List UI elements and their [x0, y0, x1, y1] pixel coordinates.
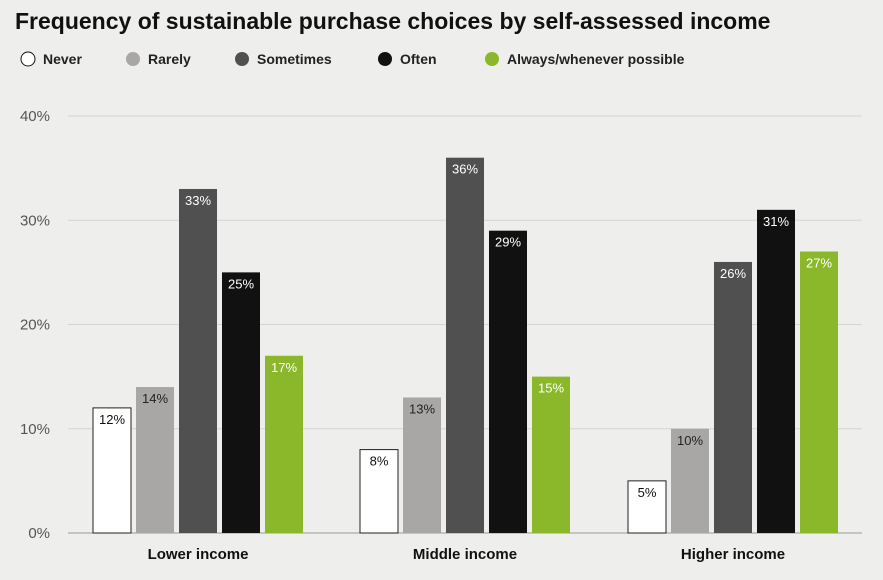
- legend-swatch: [485, 52, 499, 66]
- bar-always-whenever-possible-middle-income: [532, 376, 570, 533]
- legend-label: Always/whenever possible: [507, 51, 685, 67]
- bar-often-lower-income: [222, 272, 260, 533]
- bar-never-lower-income: [92, 407, 132, 534]
- bar-rarely-middle-income: [403, 397, 441, 533]
- bar-rarely-lower-income: [136, 387, 174, 533]
- bar-always-whenever-possible-higher-income: [800, 251, 838, 533]
- y-tick-label: 10%: [20, 421, 50, 438]
- legend-label: Sometimes: [257, 51, 332, 67]
- category-label-lower-income: Lower income: [148, 546, 249, 563]
- bar-sometimes-middle-income: [446, 157, 484, 533]
- bar-value-label: 27%: [806, 256, 832, 271]
- y-tick-label: 40%: [20, 108, 50, 125]
- bar-value-label: 36%: [452, 162, 478, 177]
- bar-value-label: 29%: [495, 235, 521, 250]
- category-label-higher-income: Higher income: [681, 546, 785, 563]
- x-axis: Lower income Middle income Higher income: [148, 546, 786, 563]
- bar-rarely-higher-income: [671, 428, 709, 533]
- legend-label: Never: [43, 51, 82, 67]
- bar-value-label: 12%: [99, 412, 125, 427]
- bar-value-label: 33%: [185, 193, 211, 208]
- chart-title: Frequency of sustainable purchase choice…: [15, 8, 770, 34]
- bar-value-label: 8%: [370, 454, 389, 469]
- bar-sometimes-lower-income: [179, 188, 217, 533]
- bar-value-label: 14%: [142, 391, 168, 406]
- bar-always-whenever-possible-lower-income: [265, 355, 303, 533]
- bars: 12% 14% 33% 25% 17% 8% 13% 36% 29% 15% 5% 10% 26% 31%…: [92, 157, 838, 534]
- bar-value-label: 13%: [409, 401, 435, 416]
- legend-swatch: [126, 52, 140, 66]
- legend-item-sometimes: Sometimes: [235, 51, 332, 67]
- bar-often-higher-income: [757, 209, 795, 533]
- legend: Never Rarely Sometimes Often Always/whenever…: [20, 51, 685, 67]
- bar-value-label: 17%: [271, 360, 297, 375]
- bar-often-middle-income: [489, 230, 527, 534]
- legend-swatch: [235, 52, 249, 66]
- legend-item-always-whenever-possible: Always/whenever possible: [485, 51, 685, 67]
- bar-never-middle-income: [359, 449, 399, 534]
- bar-value-label: 31%: [763, 214, 789, 229]
- legend-label: Often: [400, 51, 437, 67]
- y-tick-label: 0%: [28, 525, 50, 542]
- category-label-middle-income: Middle income: [413, 546, 517, 563]
- y-axis: 0% 10% 20% 30% 40%: [20, 108, 50, 542]
- legend-label: Rarely: [148, 51, 191, 67]
- bar-value-label: 26%: [720, 266, 746, 281]
- legend-item-rarely: Rarely: [126, 51, 191, 67]
- bar-value-label: 10%: [677, 433, 703, 448]
- legend-swatch: [378, 52, 392, 66]
- bar-value-label: 5%: [638, 485, 657, 500]
- legend-swatch: [20, 51, 36, 67]
- bar-value-label: 15%: [538, 381, 564, 396]
- bar-sometimes-higher-income: [714, 261, 752, 533]
- legend-item-often: Often: [378, 51, 437, 67]
- y-tick-label: 20%: [20, 317, 50, 334]
- bar-value-label: 25%: [228, 276, 254, 291]
- legend-item-never: Never: [20, 51, 82, 67]
- y-tick-label: 30%: [20, 212, 50, 229]
- bar-never-higher-income: [627, 480, 667, 534]
